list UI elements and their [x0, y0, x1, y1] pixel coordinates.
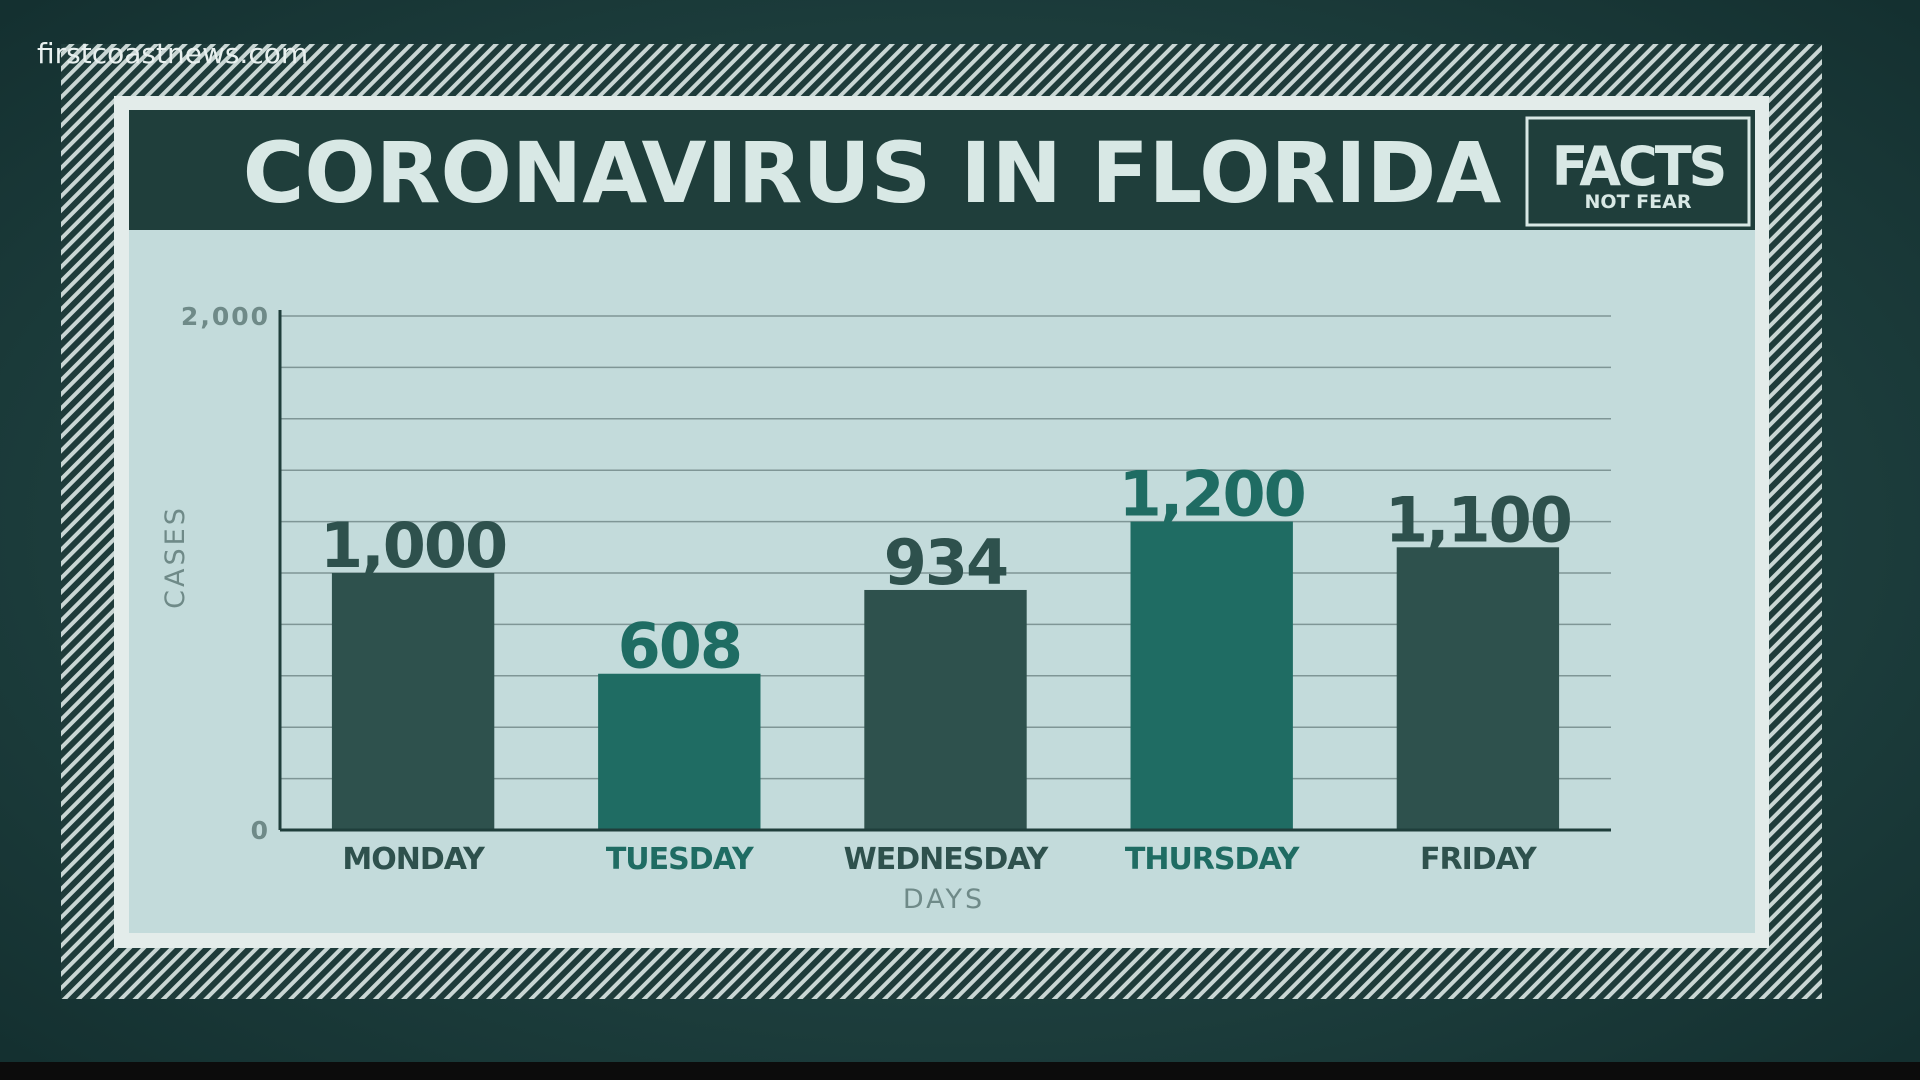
x-tick-label: THURSDAY [1125, 842, 1301, 877]
bar [598, 673, 761, 830]
x-axis-label: DAYS [903, 884, 985, 915]
value-label: 1,100 [1385, 483, 1571, 556]
bar [331, 573, 495, 830]
x-tick-label: WEDNESDAY [844, 842, 1050, 877]
value-label: 1,200 [1119, 458, 1305, 531]
watermark: firstcoastnews.com [37, 37, 308, 70]
y-tick-label: 0 [251, 816, 270, 845]
x-tick-label: FRIDAY [1420, 842, 1538, 877]
value-label: 934 [884, 526, 1007, 599]
value-label: 608 [618, 610, 741, 683]
x-tick-label: MONDAY [342, 842, 486, 877]
value-label: 1,000 [320, 509, 506, 582]
x-tick-label: TUESDAY [606, 842, 755, 877]
bar [864, 589, 1027, 830]
title-bar [129, 110, 1755, 230]
y-axis-label: CASES [160, 505, 191, 609]
badge-box [1525, 116, 1751, 227]
bar [1396, 547, 1560, 830]
y-tick-label: 2,000 [181, 302, 270, 331]
bar [1130, 521, 1293, 830]
badge-subtitle: NOT FEAR [1585, 191, 1692, 213]
chart-title: CORONAVIRUS IN FLORIDA [243, 124, 1501, 222]
badge-title: FACTS [1552, 135, 1725, 198]
bottom-strip [0, 1062, 1920, 1080]
